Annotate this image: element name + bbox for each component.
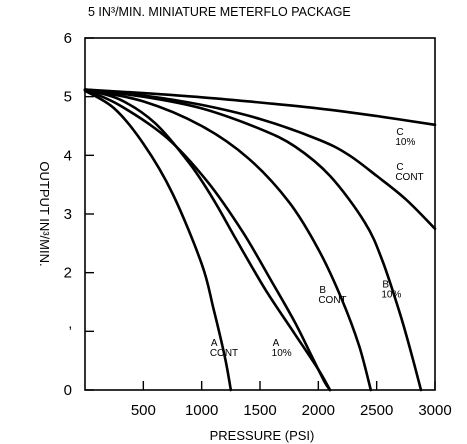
y-tick-label: 0 xyxy=(64,382,72,399)
series-line-b-cont xyxy=(83,88,373,392)
y-tick-label: ’ xyxy=(69,323,72,340)
y-axis: 0 ’ 2 3 4 5 6 xyxy=(64,30,94,399)
series-label-a-cont: A CONT xyxy=(210,338,238,359)
series-line-unlabeled-6 xyxy=(83,88,332,392)
series-group xyxy=(83,88,437,392)
series-line-c-cont xyxy=(83,88,437,230)
chart-title: 5 IN³/MIN. MINIATURE METERFLO PACKAGE xyxy=(88,5,351,19)
x-tick-label: 1500 xyxy=(243,402,276,419)
x-axis-label: PRESSURE (PSI) xyxy=(210,428,315,443)
series-line-a-cont xyxy=(83,89,233,392)
series-label-c-10: C 10% xyxy=(395,127,415,148)
series-label-a-10: A 10% xyxy=(272,338,292,359)
series-label-b-10: B 10% xyxy=(381,279,401,300)
y-tick-label: 5 xyxy=(64,89,72,106)
series-line-a-10 xyxy=(83,88,332,392)
series-label-b-cont: B CONT xyxy=(318,285,346,306)
y-tick-label: 6 xyxy=(64,30,72,47)
y-tick-label: 2 xyxy=(64,265,72,282)
series-label-c-cont: C CONT xyxy=(395,162,423,183)
series-line-b-10 xyxy=(83,88,423,392)
x-tick-label: 500 xyxy=(131,402,156,419)
x-tick-label: 2500 xyxy=(360,402,393,419)
y-tick-label: 3 xyxy=(64,206,72,223)
series-line-c-10 xyxy=(83,88,437,127)
x-tick-label: 3000 xyxy=(418,402,451,419)
x-axis: 500 1000 1500 2000 2500 3000 xyxy=(131,381,452,419)
y-axis-label: OUTPUT IN³/MIN. xyxy=(37,161,52,266)
y-tick-label: 4 xyxy=(64,147,72,164)
plot-frame xyxy=(84,37,436,391)
x-tick-label: 2000 xyxy=(302,402,335,419)
x-tick-label: 1000 xyxy=(185,402,218,419)
series-labels: C 10% C CONT B 10% B CONT A 10% A CONT xyxy=(210,127,424,359)
